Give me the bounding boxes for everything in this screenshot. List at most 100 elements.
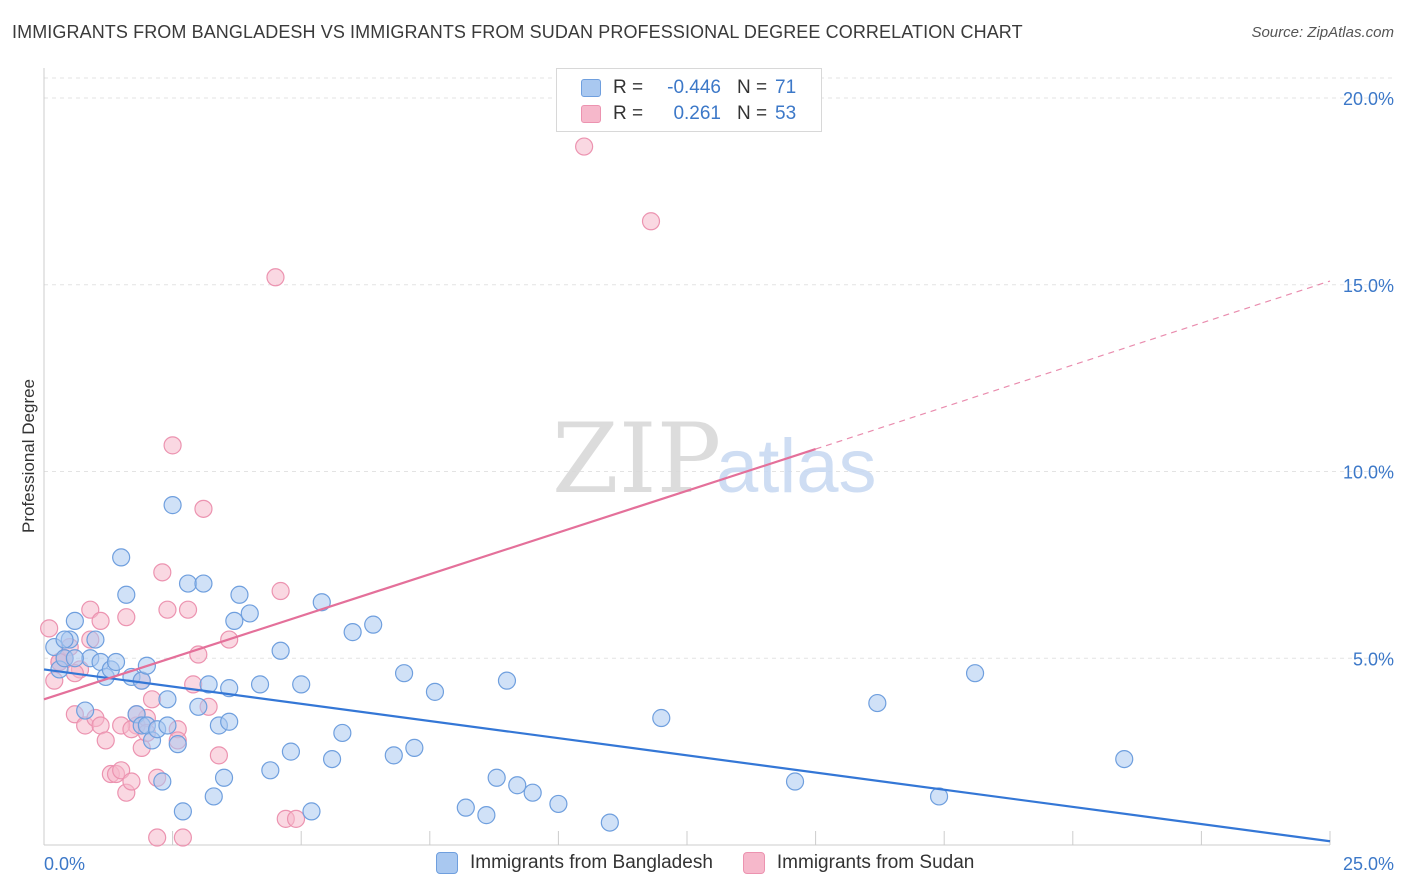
series-bangladesh-points xyxy=(45,496,1134,832)
bangladesh-point xyxy=(240,604,259,623)
sudan-point xyxy=(163,436,182,455)
bangladesh-point xyxy=(199,675,218,694)
bangladesh-point xyxy=(425,682,445,701)
legend-r-value: -0.446 xyxy=(667,77,721,98)
series-legend: Immigrants from Bangladesh Immigrants fr… xyxy=(436,852,1004,874)
sudan-point xyxy=(158,600,177,619)
sudan-point xyxy=(81,600,100,619)
y-tick-label: 20.0% xyxy=(1343,89,1394,109)
grid-lines xyxy=(44,77,1394,659)
legend-item-bangladesh: Immigrants from Bangladesh xyxy=(436,852,713,874)
bangladesh-point xyxy=(163,496,182,515)
bangladesh-point xyxy=(214,768,234,787)
sudan-point xyxy=(112,761,131,780)
bangladesh-point xyxy=(178,574,198,593)
sudan-point xyxy=(91,611,110,631)
bangladesh-point xyxy=(112,548,131,567)
bangladesh-point xyxy=(55,630,74,649)
bangladesh-point xyxy=(785,772,805,791)
bangladesh-point xyxy=(86,630,105,649)
sudan-point xyxy=(40,619,59,638)
bangladesh-point xyxy=(322,749,342,769)
bangladesh-point xyxy=(204,787,223,806)
legend-item-sudan: Immigrants from Sudan xyxy=(742,852,974,874)
bangladesh-point xyxy=(194,574,213,593)
legend-swatch-pink xyxy=(581,105,601,123)
legend-r-value: 0.261 xyxy=(673,103,721,124)
bangladesh-point xyxy=(384,746,403,765)
tick-labels: 5.0% 10.0% 15.0% 20.0% 0.0% 25.0% xyxy=(44,89,1394,874)
bangladesh-point xyxy=(1115,749,1134,769)
source-credit: Source: ZipAtlas.com xyxy=(1251,24,1394,41)
sudan-point xyxy=(641,212,661,231)
trend-lines xyxy=(43,280,1331,843)
sudan-point xyxy=(173,828,192,847)
bangladesh-point xyxy=(508,776,527,795)
bangladesh-point xyxy=(497,671,517,690)
bangladesh-point xyxy=(225,611,244,631)
bangladesh-point xyxy=(220,712,239,731)
bangladesh-point xyxy=(250,675,270,694)
sudan-point xyxy=(153,563,172,582)
bangladesh-point xyxy=(173,802,192,821)
bangladesh-point xyxy=(153,772,172,791)
bangladesh-point xyxy=(456,798,475,817)
bangladesh-point xyxy=(652,708,671,728)
legend-n-label: N = xyxy=(737,77,768,98)
bangladesh-point xyxy=(343,623,362,642)
bangladesh-point xyxy=(281,742,301,761)
bangladesh-point xyxy=(65,611,84,631)
watermark: ZIP atlas xyxy=(552,403,877,515)
legend-swatch-pink xyxy=(742,852,765,874)
bangladesh-point xyxy=(965,664,985,683)
sudan-point xyxy=(209,746,228,765)
bangladesh-point xyxy=(117,585,136,604)
legend-r-label: R = xyxy=(613,77,644,98)
sudan-point xyxy=(266,268,285,287)
bangladesh-point xyxy=(477,806,496,825)
chart-title: IMMIGRANTS FROM BANGLADESH VS IMMIGRANTS… xyxy=(12,22,1023,42)
trend-line-sudan xyxy=(43,448,816,701)
bangladesh-point xyxy=(302,802,321,821)
bangladesh-point xyxy=(364,615,383,634)
bangladesh-point xyxy=(868,693,887,713)
legend-swatch-blue xyxy=(436,852,458,874)
bangladesh-point xyxy=(158,716,177,735)
bangladesh-point xyxy=(271,641,290,660)
x-tick-label: 25.0% xyxy=(1343,854,1394,874)
sudan-point xyxy=(96,731,115,750)
bangladesh-point xyxy=(292,675,311,694)
axes xyxy=(43,68,1331,846)
y-tick-label: 10.0% xyxy=(1343,463,1394,483)
bangladesh-point xyxy=(230,585,249,604)
sudan-point xyxy=(122,772,141,791)
sudan-point xyxy=(148,828,167,847)
bangladesh-point xyxy=(158,690,177,709)
legend-row-sudan: R = 0.261 N = 53 xyxy=(581,102,796,126)
sudan-point xyxy=(286,809,306,828)
bangladesh-point xyxy=(168,735,187,754)
bangladesh-point xyxy=(189,697,208,716)
sudan-point xyxy=(575,137,594,156)
bangladesh-point xyxy=(76,701,95,720)
bangladesh-point xyxy=(523,783,542,802)
legend-r-label: R = xyxy=(613,103,644,124)
bangladesh-point xyxy=(600,813,619,832)
bangladesh-point xyxy=(333,723,352,743)
bangladesh-point xyxy=(106,652,126,672)
sudan-point xyxy=(117,608,136,627)
x-tick-label: 0.0% xyxy=(44,854,85,874)
y-axis-label: Professional Degree xyxy=(19,379,38,533)
trend-line-bangladesh xyxy=(43,668,1331,843)
bangladesh-point xyxy=(394,664,414,683)
legend-label-bangladesh: Immigrants from Bangladesh xyxy=(470,852,713,873)
y-tick-label: 5.0% xyxy=(1353,649,1394,669)
legend-n-label: N = xyxy=(737,103,768,124)
bangladesh-point xyxy=(65,649,84,668)
watermark-zip: ZIP xyxy=(552,403,721,515)
legend-n-value: 71 xyxy=(775,77,797,98)
bangladesh-point xyxy=(312,593,331,612)
correlation-legend: R = -0.446 N = 71 R = 0.261 N = 53 xyxy=(556,68,822,132)
bangladesh-point xyxy=(487,768,506,787)
